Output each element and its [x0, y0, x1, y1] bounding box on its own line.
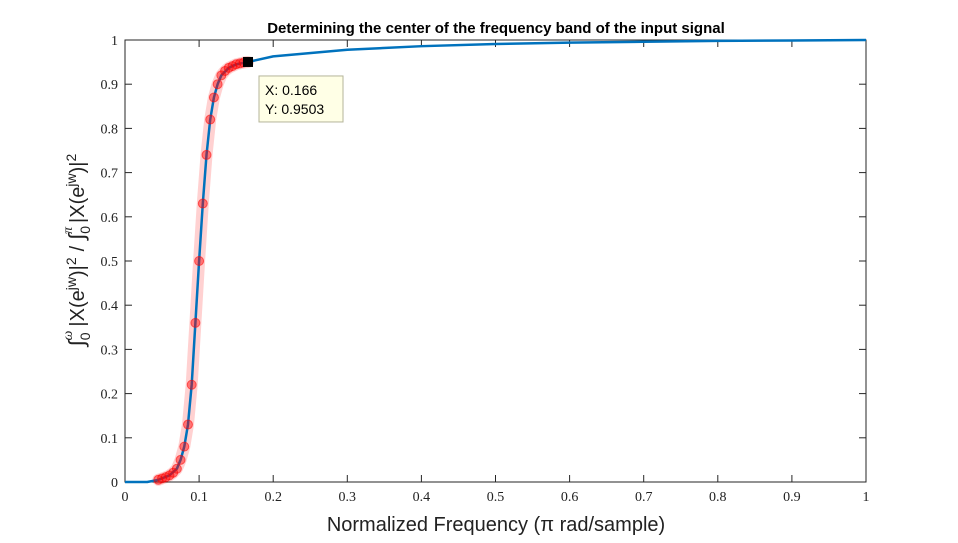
ylabel-integral-2: ∫	[64, 232, 89, 242]
highlight-point	[194, 256, 205, 266]
highlight-point	[190, 317, 201, 328]
highlight-point	[208, 92, 219, 103]
y-ticks: 0 0.1 0.2 0.3 0.4 0.5 0.6 0.7 0.8 0.9 1	[101, 34, 866, 491]
x-tick-label: 0.5	[487, 490, 505, 505]
y-tick-label: 0.7	[101, 167, 119, 182]
y-tick-label: 0.4	[101, 299, 119, 314]
ylabel-close-1: )|	[67, 265, 89, 277]
x-tick-label: 0.8	[709, 490, 727, 505]
x-tick-label: 0.6	[561, 490, 579, 505]
y-tick-label: 0.1	[101, 432, 119, 447]
ylabel-sup-pi: π	[61, 226, 76, 234]
datatip-marker[interactable]	[243, 56, 254, 67]
x-axis-label: Normalized Frequency (π rad/sample)	[327, 514, 665, 536]
svg-text:∫0ω|X(ejw)|2/∫0π|X(ejw)|2: ∫0ω|X(ejw)|2/∫0π|X(ejw)|2	[61, 154, 93, 349]
x-tick-label: 1	[863, 490, 870, 505]
x-tick-label: 0.4	[413, 490, 431, 505]
ylabel-sup-omega: ω	[61, 330, 76, 340]
ylabel-abs-1: |X(e	[67, 290, 89, 326]
ylabel-two-2: 2	[63, 154, 79, 162]
y-tick-label: 0.3	[101, 343, 119, 358]
highlight-point	[231, 59, 242, 70]
ylabel-two-1: 2	[63, 257, 79, 265]
highlight-point	[182, 419, 193, 430]
highlight-point	[179, 441, 190, 452]
x-tick-label: 0.2	[264, 490, 282, 505]
y-axis-label: ∫0ω|X(ejw)|2/∫0π|X(ejw)|2	[61, 154, 93, 349]
x-tick-label: 0.7	[635, 490, 653, 505]
ylabel-close-2: )|	[67, 162, 89, 174]
y-tick-label: 0.5	[101, 255, 119, 270]
y-tick-label: 0.9	[101, 78, 119, 93]
highlight-point	[205, 114, 216, 125]
highlight-point	[212, 79, 223, 90]
chart-title: Determining the center of the frequency …	[267, 20, 725, 37]
datatip-box	[258, 75, 344, 123]
series-line	[125, 38, 867, 484]
x-tick-label: 0.3	[339, 490, 357, 505]
datatip-y-text: Y: 0.9503	[265, 101, 324, 117]
highlight-point	[197, 198, 208, 209]
x-tick-label: 0	[122, 490, 129, 505]
highlight-point	[201, 149, 212, 160]
x-tick-label: 0.9	[783, 490, 801, 505]
y-tick-label: 0	[111, 476, 118, 491]
highlight-point	[186, 379, 197, 390]
ylabel-sub-1: 0	[77, 332, 93, 340]
ylabel-jw-1: jw	[63, 276, 79, 291]
x-ticks: 0 0.1 0.2 0.3 0.4 0.5 0.6 0.7 0.8 0.9 1	[122, 40, 870, 505]
ylabel-abs-2: |X(e	[67, 187, 89, 223]
ylabel-sub-2: 0	[77, 226, 93, 234]
y-tick-label: 0.8	[101, 122, 119, 137]
ylabel-jw-2: jw	[63, 172, 79, 187]
series-lines	[125, 38, 867, 484]
y-tick-label: 0.6	[101, 211, 119, 226]
datatip[interactable]: X: 0.166 Y: 0.9503	[243, 56, 344, 123]
x-tick-label: 0.1	[190, 490, 208, 505]
axes-box	[124, 39, 867, 483]
y-tick-label: 0.2	[101, 388, 119, 403]
ylabel-slash: /	[67, 245, 89, 251]
ylabel-integral-1: ∫	[64, 338, 89, 348]
highlight-point	[171, 463, 182, 474]
y-tick-label: 1	[111, 34, 118, 49]
plot-area[interactable]: 0 0.1 0.2 0.3 0.4 0.5 0.6 0.7 0.8 0.9 1 0 0.1 0.2 0.3…	[101, 34, 870, 505]
datatip-x-text: X: 0.166	[265, 82, 317, 98]
highlight-point	[175, 454, 186, 465]
